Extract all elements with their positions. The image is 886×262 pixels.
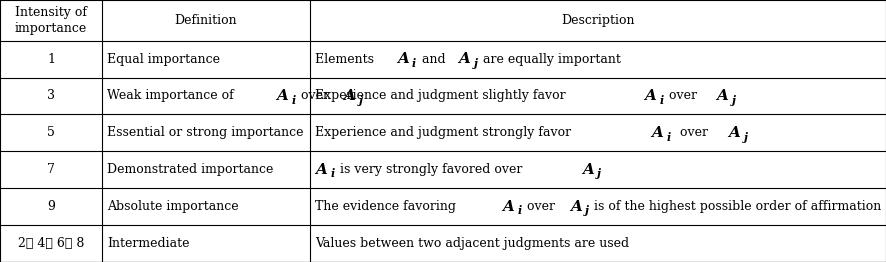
Text: over: over: [297, 89, 333, 102]
Text: j: j: [585, 205, 589, 216]
Text: 7: 7: [47, 163, 55, 176]
Text: 3: 3: [47, 89, 55, 102]
Text: A: A: [397, 52, 408, 66]
Text: i: i: [659, 95, 664, 106]
Text: A: A: [458, 52, 470, 66]
Text: i: i: [517, 205, 522, 216]
Text: Experience and judgment strongly favor: Experience and judgment strongly favor: [315, 126, 576, 139]
Text: j: j: [474, 58, 478, 69]
Text: j: j: [359, 95, 362, 106]
Text: A: A: [644, 89, 656, 103]
Text: Equal importance: Equal importance: [107, 53, 221, 66]
Text: The evidence favoring: The evidence favoring: [315, 200, 461, 213]
Text: over: over: [524, 200, 559, 213]
Text: Values between two adjacent judgments are used: Values between two adjacent judgments ar…: [315, 237, 630, 250]
Text: 1: 1: [47, 53, 55, 66]
Text: over: over: [664, 89, 704, 102]
Text: j: j: [597, 168, 602, 179]
Text: Weak importance of: Weak importance of: [107, 89, 238, 102]
Text: Intensity of
importance: Intensity of importance: [15, 6, 87, 35]
Text: j: j: [732, 95, 735, 106]
Text: and: and: [417, 53, 449, 66]
Text: Elements: Elements: [315, 53, 378, 66]
Text: i: i: [291, 95, 296, 106]
Text: A: A: [582, 163, 594, 177]
Text: is of the highest possible order of affirmation: is of the highest possible order of affi…: [590, 200, 882, 213]
Text: i: i: [666, 132, 671, 143]
Text: is very strongly favored over: is very strongly favored over: [336, 163, 526, 176]
Text: A: A: [728, 126, 741, 140]
Text: Essential or strong importance: Essential or strong importance: [107, 126, 304, 139]
Text: Intermediate: Intermediate: [107, 237, 190, 250]
Text: A: A: [343, 89, 355, 103]
Text: Description: Description: [562, 14, 634, 27]
Text: i: i: [412, 58, 416, 69]
Text: A: A: [570, 200, 581, 214]
Text: Demonstrated importance: Demonstrated importance: [107, 163, 274, 176]
Text: Absolute importance: Absolute importance: [107, 200, 239, 213]
Text: A: A: [651, 126, 663, 140]
Text: j: j: [744, 132, 748, 143]
Text: i: i: [330, 168, 335, 179]
Text: 9: 9: [47, 200, 55, 213]
Text: 5: 5: [47, 126, 55, 139]
Text: Experience and judgment slightly favor: Experience and judgment slightly favor: [315, 89, 570, 102]
Text: A: A: [717, 89, 728, 103]
Text: 2、 4、 6、 8: 2、 4、 6、 8: [18, 237, 84, 250]
Text: A: A: [315, 163, 327, 177]
Text: A: A: [502, 200, 515, 214]
Text: Definition: Definition: [175, 14, 237, 27]
Text: over: over: [672, 126, 716, 139]
Text: A: A: [276, 89, 288, 103]
Text: are equally important: are equally important: [478, 53, 621, 66]
